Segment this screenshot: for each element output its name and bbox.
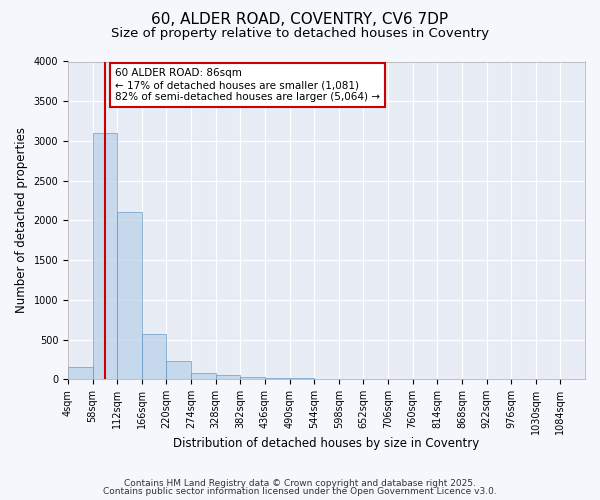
Bar: [290, 378, 314, 379]
Text: Size of property relative to detached houses in Coventry: Size of property relative to detached ho…: [111, 28, 489, 40]
Bar: [142, 334, 166, 379]
Bar: [191, 374, 216, 379]
Bar: [166, 362, 191, 379]
Y-axis label: Number of detached properties: Number of detached properties: [15, 128, 28, 314]
Text: Contains HM Land Registry data © Crown copyright and database right 2025.: Contains HM Land Registry data © Crown c…: [124, 478, 476, 488]
Bar: [241, 378, 265, 379]
Text: 60 ALDER ROAD: 86sqm
← 17% of detached houses are smaller (1,081)
82% of semi-de: 60 ALDER ROAD: 86sqm ← 17% of detached h…: [115, 68, 380, 102]
Bar: [68, 368, 92, 379]
X-axis label: Distribution of detached houses by size in Coventry: Distribution of detached houses by size …: [173, 437, 479, 450]
Bar: [216, 376, 241, 379]
Bar: [92, 133, 117, 379]
Bar: [117, 212, 142, 379]
Text: 60, ALDER ROAD, COVENTRY, CV6 7DP: 60, ALDER ROAD, COVENTRY, CV6 7DP: [151, 12, 449, 28]
Bar: [265, 378, 290, 379]
Text: Contains public sector information licensed under the Open Government Licence v3: Contains public sector information licen…: [103, 487, 497, 496]
